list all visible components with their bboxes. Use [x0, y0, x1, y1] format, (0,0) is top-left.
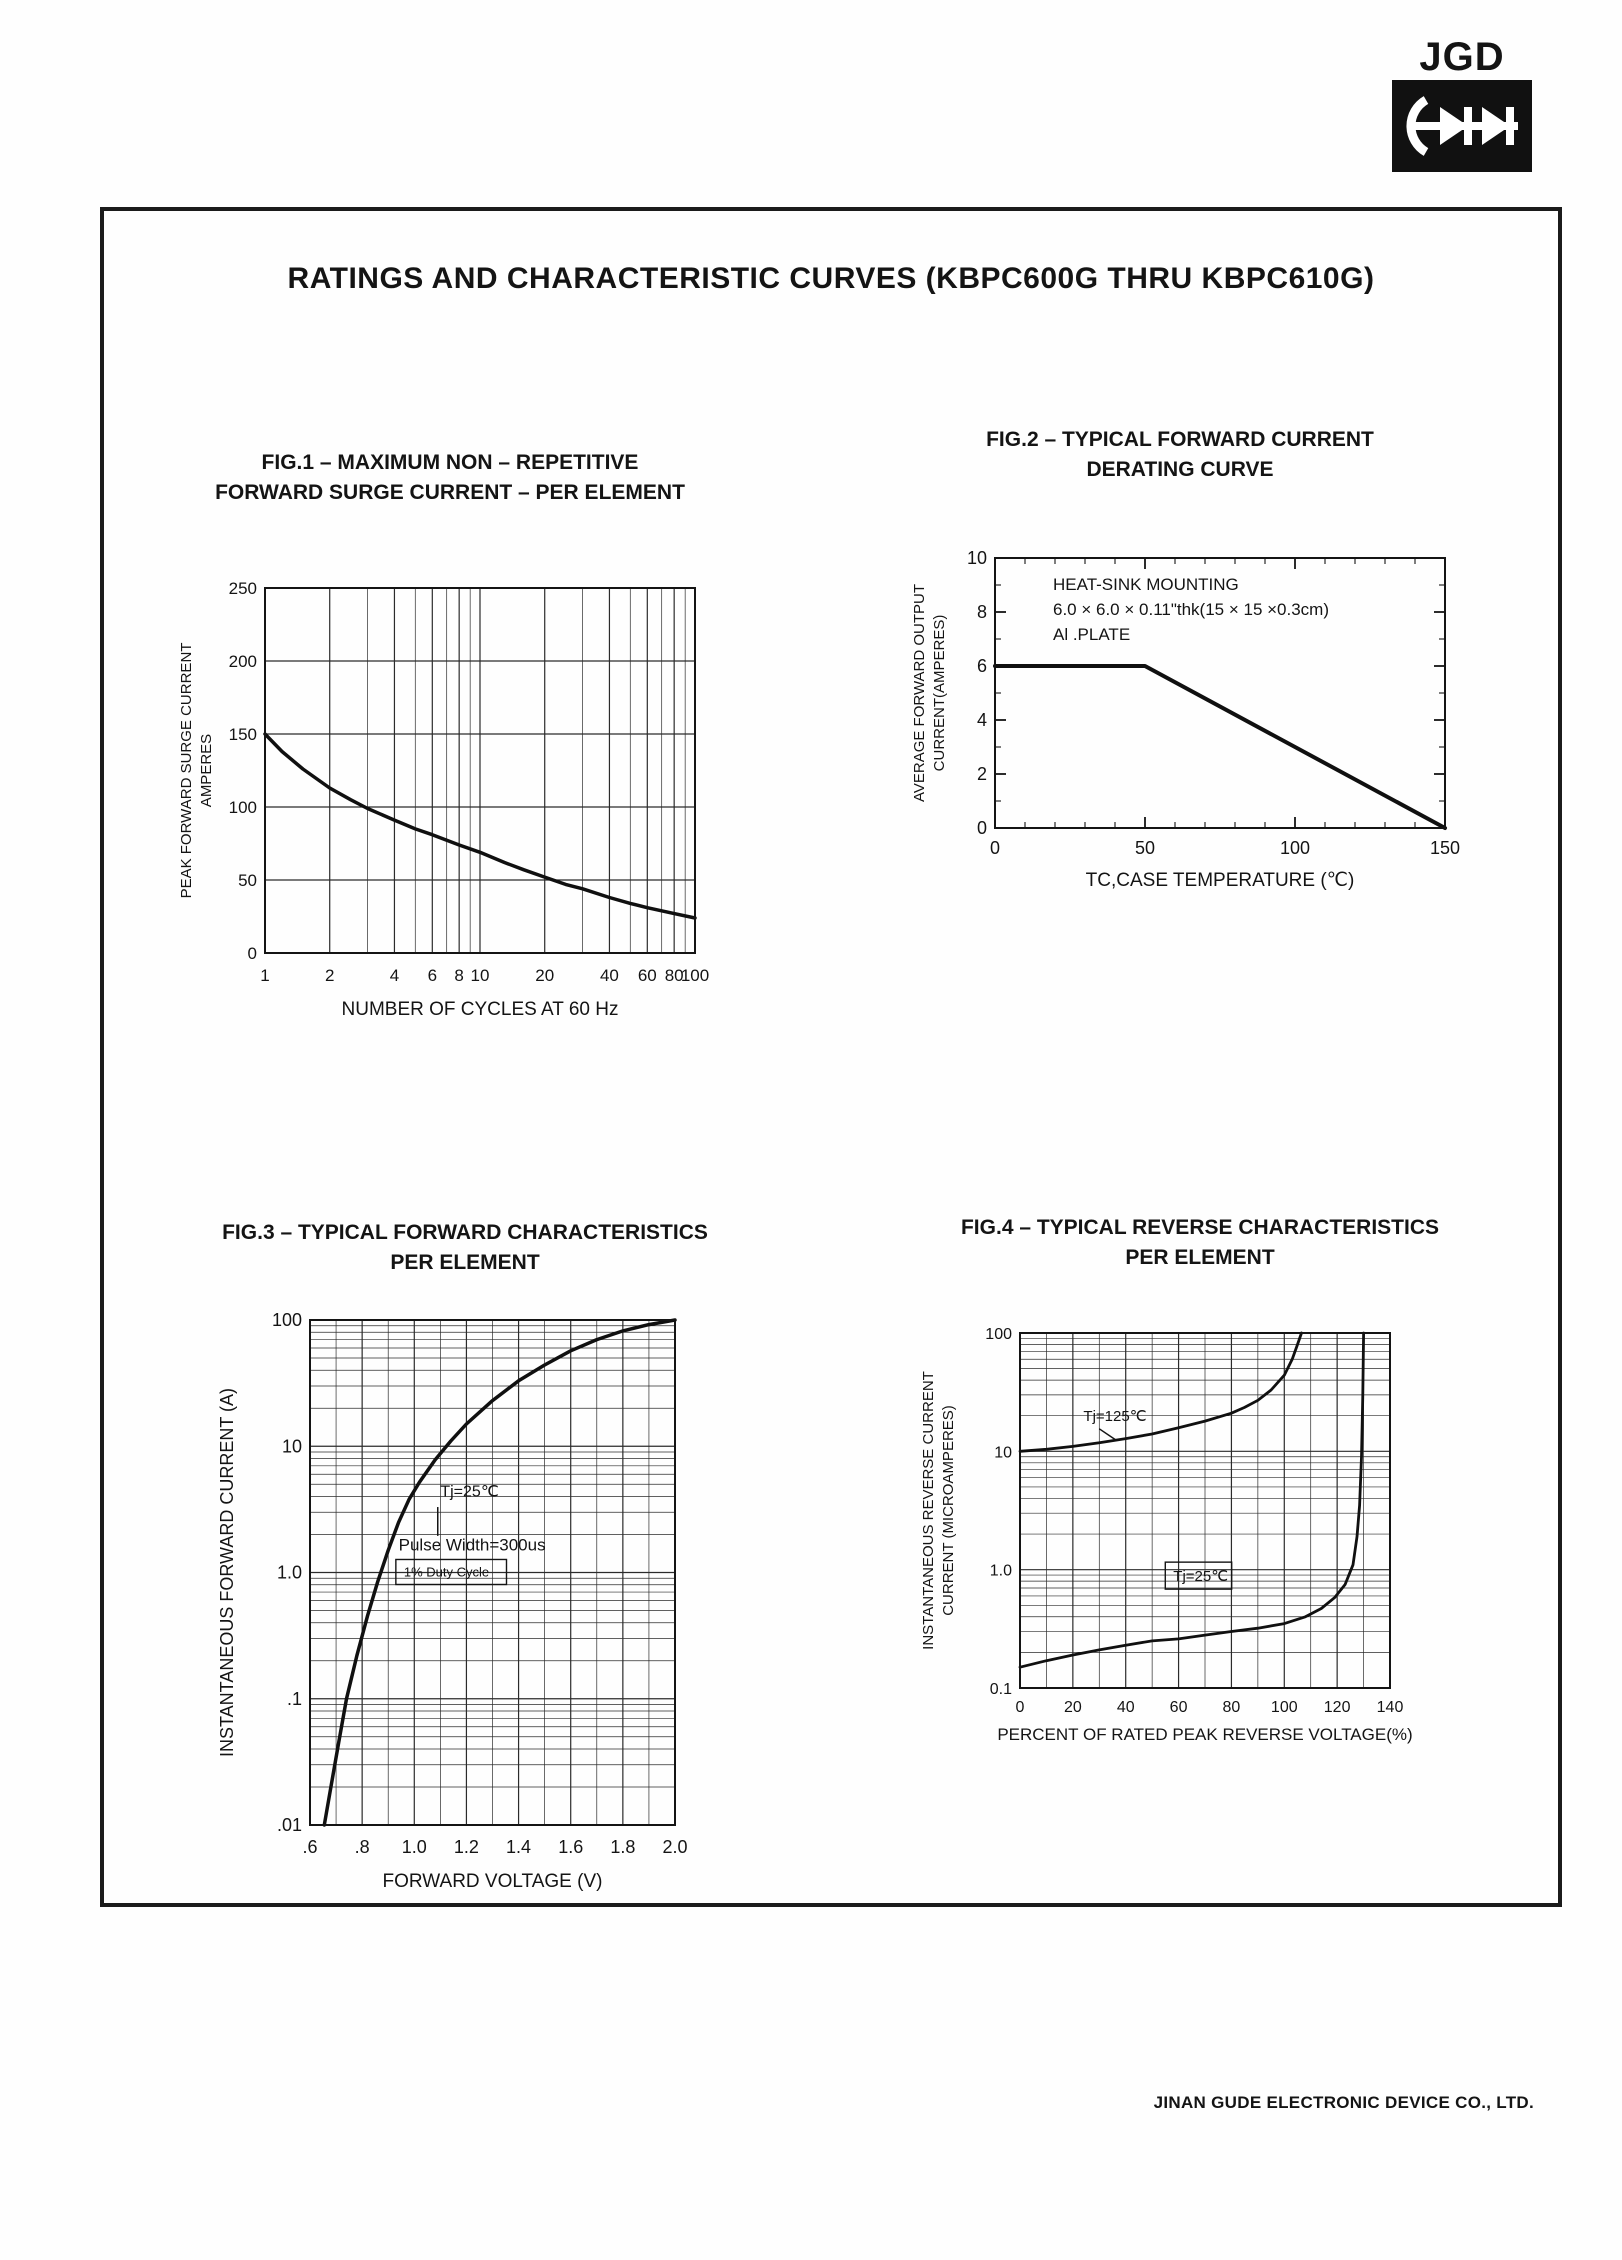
- footer-company: JINAN GUDE ELECTRONIC DEVICE CO., LTD.: [1153, 2093, 1534, 2112]
- svg-text:.6: .6: [302, 1837, 317, 1857]
- svg-text:Tj=25℃: Tj=25℃: [440, 1483, 498, 1500]
- svg-text:150: 150: [229, 725, 257, 744]
- svg-text:CURRENT(AMPERES): CURRENT(AMPERES): [931, 615, 948, 772]
- svg-text:PEAK FORWARD SURGE CURRENT: PEAK FORWARD SURGE CURRENT: [178, 643, 195, 899]
- svg-text:1.6: 1.6: [558, 1837, 583, 1857]
- svg-text:Tj=125℃: Tj=125℃: [1083, 1408, 1146, 1425]
- svg-text:AVERAGE FORWARD OUTPUT: AVERAGE FORWARD OUTPUT: [911, 584, 928, 802]
- svg-text:8: 8: [977, 602, 987, 622]
- svg-text:10: 10: [282, 1436, 302, 1456]
- fig3-title: FIG.3 – TYPICAL FORWARD CHARACTERISTICS …: [175, 1218, 755, 1278]
- svg-text:100: 100: [229, 798, 257, 817]
- svg-text:40: 40: [600, 966, 619, 985]
- svg-text:6: 6: [428, 966, 437, 985]
- svg-text:0: 0: [1016, 1699, 1025, 1716]
- svg-text:80: 80: [1223, 1699, 1241, 1716]
- svg-text:6: 6: [977, 656, 987, 676]
- svg-text:4: 4: [977, 710, 987, 730]
- svg-text:0.1: 0.1: [990, 1681, 1012, 1698]
- svg-text:40: 40: [1117, 1699, 1135, 1716]
- svg-text:0: 0: [990, 838, 1000, 858]
- svg-text:.8: .8: [355, 1837, 370, 1857]
- fig3-chart: .01 .1 1.0 10 100 .6 .8 1.0 1.2 1.4 1.6 1.8 2.0 FORWA…: [217, 1310, 688, 1892]
- svg-text:2.0: 2.0: [662, 1837, 687, 1857]
- svg-text:Al .PLATE: Al .PLATE: [1053, 625, 1130, 644]
- svg-text:6.0 × 6.0 × 0.11"thk(15 × 15 ×: 6.0 × 6.0 × 0.11"thk(15 × 15 ×0.3cm): [1053, 600, 1329, 619]
- svg-text:100: 100: [1280, 838, 1310, 858]
- svg-text:120: 120: [1324, 1699, 1351, 1716]
- svg-text:0: 0: [977, 818, 987, 838]
- fig2-title-line2: DERATING CURVE: [1086, 458, 1274, 481]
- svg-text:0: 0: [248, 944, 257, 963]
- svg-text:.01: .01: [277, 1815, 302, 1835]
- fig1-title-line1: FIG.1 – MAXIMUM NON – REPETITIVE: [261, 451, 639, 474]
- svg-text:60: 60: [638, 966, 657, 985]
- jgd-logo-icon: [1392, 80, 1532, 172]
- svg-text:AMPERES: AMPERES: [198, 734, 215, 807]
- svg-text:.1: .1: [287, 1689, 302, 1709]
- svg-text:60: 60: [1170, 1699, 1188, 1716]
- svg-text:10: 10: [471, 966, 490, 985]
- fig1-title-line2: FORWARD SURGE CURRENT – PER ELEMENT: [215, 481, 685, 504]
- svg-text:100: 100: [681, 966, 709, 985]
- svg-text:FORWARD VOLTAGE (V): FORWARD VOLTAGE (V): [383, 1871, 603, 1892]
- svg-text:1: 1: [260, 966, 269, 985]
- fig2-title: FIG.2 – TYPICAL FORWARD CURRENT DERATING…: [890, 425, 1470, 485]
- svg-text:2: 2: [977, 764, 987, 784]
- svg-text:140: 140: [1377, 1699, 1404, 1716]
- fig4-chart: 0.1 1.0 10 100 0 20 40 60 80 100 120 140 PERCENT OF …: [920, 1326, 1413, 1744]
- svg-text:20: 20: [1064, 1699, 1082, 1716]
- svg-text:150: 150: [1430, 838, 1460, 858]
- svg-text:100: 100: [985, 1326, 1012, 1343]
- svg-text:100: 100: [272, 1310, 302, 1330]
- svg-text:CURRENT (MICROAMPERES): CURRENT (MICROAMPERES): [940, 1405, 957, 1616]
- svg-text:Tj=25℃: Tj=25℃: [1173, 1568, 1228, 1585]
- fig2-title-line1: FIG.2 – TYPICAL FORWARD CURRENT: [986, 428, 1374, 451]
- jgd-logo: JGD: [1392, 34, 1532, 172]
- svg-text:1.0: 1.0: [402, 1837, 427, 1857]
- svg-text:INSTANTANEOUS REVERSE CURRENT: INSTANTANEOUS REVERSE CURRENT: [920, 1371, 937, 1650]
- svg-text:200: 200: [229, 652, 257, 671]
- jgd-logo-text: JGD: [1419, 35, 1505, 79]
- svg-text:1.2: 1.2: [454, 1837, 479, 1857]
- svg-text:4: 4: [390, 966, 399, 985]
- svg-text:Pulse Width=300us: Pulse Width=300us: [399, 1535, 546, 1554]
- svg-text:1.0: 1.0: [990, 1563, 1012, 1580]
- fig4-title-line2: PER ELEMENT: [1125, 1246, 1275, 1269]
- svg-text:INSTANTANEOUS FORWARD CURRENT: INSTANTANEOUS FORWARD CURRENT (A): [217, 1388, 237, 1757]
- svg-text:NUMBER OF CYCLES AT 60 Hz: NUMBER OF CYCLES AT 60 Hz: [342, 999, 619, 1020]
- page-title: RATINGS AND CHARACTERISTIC CURVES (KBPC6…: [287, 262, 1375, 295]
- fig1-title: FIG.1 – MAXIMUM NON – REPETITIVE FORWARD…: [170, 448, 730, 508]
- svg-text:HEAT-SINK MOUNTING: HEAT-SINK MOUNTING: [1053, 575, 1239, 594]
- svg-text:10: 10: [967, 548, 987, 568]
- svg-text:PERCENT OF RATED PEAK REVERSE: PERCENT OF RATED PEAK REVERSE VOLTAGE(%): [997, 1725, 1412, 1744]
- svg-text:50: 50: [1135, 838, 1155, 858]
- svg-text:2: 2: [325, 966, 334, 985]
- svg-text:50: 50: [238, 871, 257, 890]
- fig3-title-line1: FIG.3 – TYPICAL FORWARD CHARACTERISTICS: [222, 1221, 708, 1244]
- content-border: [100, 207, 1562, 1907]
- svg-text:TC,CASE TEMPERATURE (℃): TC,CASE TEMPERATURE (℃): [1086, 870, 1355, 891]
- svg-text:10: 10: [994, 1444, 1012, 1461]
- svg-text:1% Duty Cycle: 1% Duty Cycle: [404, 1564, 489, 1579]
- svg-text:20: 20: [535, 966, 554, 985]
- svg-text:1.0: 1.0: [277, 1563, 302, 1583]
- svg-text:250: 250: [229, 579, 257, 598]
- svg-text:80: 80: [665, 966, 684, 985]
- svg-text:100: 100: [1271, 1699, 1298, 1716]
- svg-text:1.8: 1.8: [610, 1837, 635, 1857]
- svg-text:1.4: 1.4: [506, 1837, 531, 1857]
- fig4-title: FIG.4 – TYPICAL REVERSE CHARACTERISTICS …: [900, 1213, 1500, 1273]
- svg-text:8: 8: [454, 966, 463, 985]
- fig4-title-line1: FIG.4 – TYPICAL REVERSE CHARACTERISTICS: [960, 1216, 1440, 1239]
- fig3-title-line2: PER ELEMENT: [390, 1251, 540, 1274]
